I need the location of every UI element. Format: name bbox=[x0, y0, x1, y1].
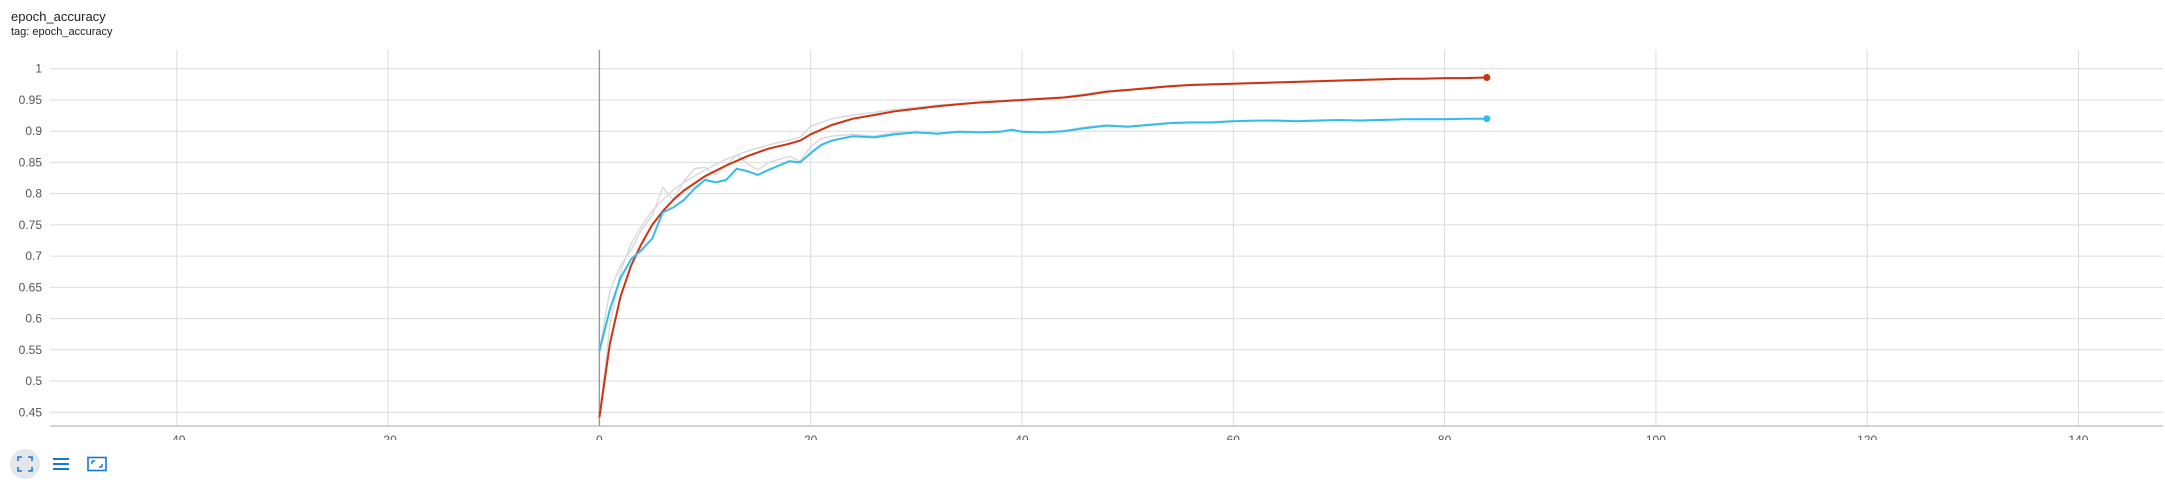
x-tick-label: 60 bbox=[1227, 433, 1241, 440]
line-chart[interactable]: 0.45 0.5 0.55 0.6 0.65 0.7 0.75 0.8 0.85 0.9 0.95 1… bbox=[0, 0, 2165, 440]
y-tick-label: 0.5 bbox=[25, 374, 42, 388]
x-tick-label: 100 bbox=[1646, 433, 1666, 440]
y-tick-label: 0.6 bbox=[25, 312, 42, 326]
fit-domain-button[interactable] bbox=[82, 449, 112, 479]
raw-trace-0 bbox=[598, 76, 1487, 418]
fullscreen-icon bbox=[17, 456, 33, 472]
y-tick-label: 0.65 bbox=[19, 280, 43, 294]
series-end-point-1[interactable] bbox=[1483, 115, 1491, 123]
tick-labels: 0.45 0.5 0.55 0.6 0.65 0.7 0.75 0.8 0.85 0.9 0.95 1… bbox=[19, 62, 2089, 440]
y-tick-label: 0.85 bbox=[19, 155, 43, 169]
y-tick-label: 0.95 bbox=[19, 93, 43, 107]
x-tick-label: 20 bbox=[804, 433, 818, 440]
y-tick-label: 0.9 bbox=[25, 124, 42, 138]
fit-to-data-icon bbox=[87, 456, 107, 472]
y-tick-label: 0.8 bbox=[25, 187, 42, 201]
fullscreen-button[interactable] bbox=[10, 449, 40, 479]
y-tick-label: 0.55 bbox=[19, 343, 43, 357]
x-tick-label: 80 bbox=[1438, 433, 1452, 440]
list-lines-icon bbox=[53, 458, 69, 470]
x-tick-label: 40 bbox=[1015, 433, 1029, 440]
x-tick-label: -20 bbox=[379, 433, 397, 440]
chart-title: epoch_accuracy bbox=[11, 9, 106, 24]
series-line-0[interactable] bbox=[598, 76, 1487, 418]
raw-traces bbox=[598, 76, 1487, 418]
chart-toolbar bbox=[10, 449, 112, 479]
y-tick-label: 0.7 bbox=[25, 249, 42, 263]
series-line-1[interactable] bbox=[598, 117, 1487, 352]
chart-tag: tag: epoch_accuracy bbox=[11, 26, 113, 38]
x-tick-label: -40 bbox=[168, 433, 186, 440]
y-tick-label: 1 bbox=[35, 62, 42, 76]
x-tick-label: 120 bbox=[1857, 433, 1877, 440]
y-tick-label: 0.75 bbox=[19, 218, 43, 232]
x-tick-label: 0 bbox=[596, 433, 603, 440]
x-tick-label: 140 bbox=[2068, 433, 2088, 440]
raw-trace-1 bbox=[598, 118, 1487, 352]
y-tick-label: 0.45 bbox=[19, 405, 43, 419]
toggle-log-y-button[interactable] bbox=[46, 449, 76, 479]
series-lines bbox=[598, 73, 1491, 418]
chart-card-header: epoch_accuracy tag: epoch_accuracy bbox=[11, 8, 113, 39]
series-end-point-0[interactable] bbox=[1483, 73, 1491, 81]
grid-lines bbox=[50, 50, 2163, 426]
